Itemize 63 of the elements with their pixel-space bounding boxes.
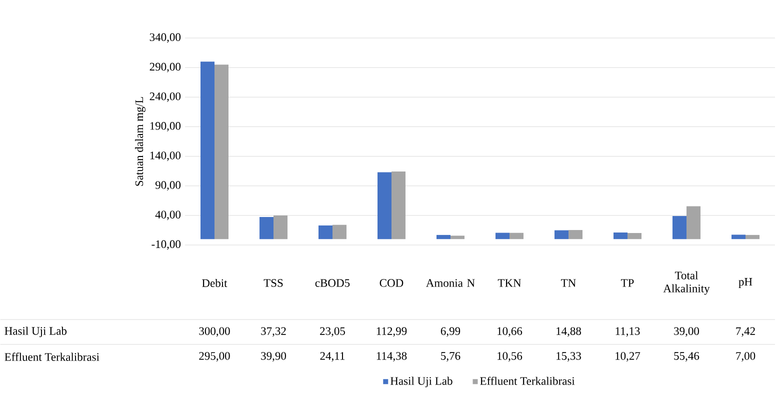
bar	[274, 215, 288, 240]
x-tick-label: Total Alkalinity	[663, 271, 710, 295]
y-tick-label: 140,00	[150, 152, 181, 162]
bar	[260, 217, 274, 240]
data-label: 5,76	[441, 352, 460, 362]
y-tick-label: -10,00	[152, 240, 181, 250]
data-label: 7,42	[736, 327, 755, 337]
x-tick-label: COD	[380, 279, 404, 287]
bar	[392, 171, 406, 240]
data-label: 23,05	[320, 327, 345, 337]
legend-label: Effluent Terkalibrasi	[480, 376, 575, 385]
bar	[614, 232, 628, 240]
bar	[332, 224, 346, 240]
bar	[436, 234, 450, 240]
bar	[214, 64, 228, 240]
bar	[200, 62, 214, 240]
legend-label: Hasil Uji Lab	[390, 376, 452, 388]
x-tick-label: TP	[620, 279, 634, 287]
text: Effluent Terkalibrasi	[4, 352, 100, 361]
x-tick-label: TKN	[498, 279, 522, 287]
data-label: 10,56	[498, 352, 522, 362]
bar	[554, 230, 568, 240]
x-tick-label: TN	[561, 279, 576, 287]
y-tick-label: 90,00	[155, 181, 181, 191]
y-axis-title: Satuan dalam mg/L	[135, 97, 146, 186]
y-tick-label: 190,00	[150, 122, 181, 132]
bar	[672, 216, 686, 240]
bar	[628, 233, 642, 240]
data-label: 10,66	[498, 327, 522, 337]
data-label: 295,00	[199, 352, 230, 362]
data-label: 10,27	[616, 352, 640, 362]
data-label: 6,99	[440, 327, 460, 337]
y-tick-label: 340,00	[150, 33, 181, 43]
x-tick-label: pH	[738, 278, 752, 288]
data-label: 300,00	[199, 327, 230, 337]
data-label: 24,11	[320, 352, 345, 362]
bar	[686, 206, 700, 240]
data-label: 14,88	[556, 327, 582, 337]
data-label: 37,32	[261, 327, 286, 337]
x-tick-label: cBOD5	[315, 279, 350, 287]
bar	[318, 225, 332, 240]
data-label: 15,33	[556, 352, 581, 362]
data-label: 114,38	[376, 352, 407, 362]
bar	[568, 230, 582, 240]
data-label: 55,46	[674, 352, 700, 362]
bar	[496, 232, 510, 240]
data-label: 39,90	[261, 352, 286, 362]
y-tick-label: 40,00	[155, 210, 181, 220]
y-tick-label: 240,00	[150, 92, 181, 102]
bar	[510, 232, 524, 240]
x-tick-label: Amonia N	[426, 279, 475, 287]
bar	[450, 236, 464, 240]
data-label: 39,00	[674, 327, 700, 337]
y-tick-label: 290,00	[150, 62, 181, 72]
x-tick-label: TSS	[264, 279, 283, 287]
data-label: 7,00	[736, 352, 756, 362]
x-tick-label: Debit	[202, 278, 228, 288]
bar	[746, 234, 760, 240]
bar	[732, 234, 746, 240]
bar	[378, 172, 392, 240]
text: Hasil Uji Lab	[4, 326, 67, 338]
data-label: 11,13	[616, 327, 640, 337]
data-label: 112,99	[376, 327, 407, 337]
